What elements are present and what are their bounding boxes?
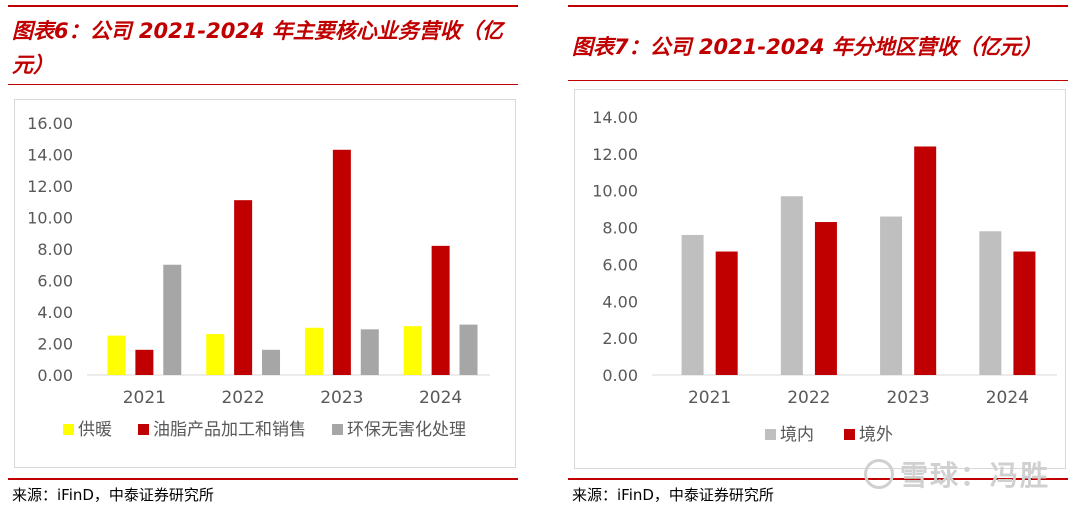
bar — [1013, 251, 1036, 375]
x-tick-label: 2023 — [320, 388, 363, 408]
bar — [403, 326, 422, 375]
chart-title: 图表7：公司 2021-2024 年分地区营收（亿元） — [572, 35, 1042, 59]
bar — [332, 149, 351, 375]
x-tick-label: 2024 — [419, 388, 462, 408]
bar-chart-business: 0.00 2.00 4.00 6.00 8.00 10.00 12.00 14.00 16.00… — [27, 114, 490, 440]
y-tick-label: 6.00 — [602, 255, 638, 274]
x-tick-label: 2023 — [886, 388, 929, 408]
y-tick-label: 14.00 — [27, 146, 73, 165]
chart-title: 图表6：公司 2021-2024 年主要核心业务营收（亿元） — [12, 19, 503, 77]
y-tick-label: 16.00 — [27, 114, 73, 133]
watermark: 雪球：冯胜 — [863, 454, 1050, 494]
bar — [262, 349, 281, 375]
bar — [163, 264, 182, 375]
y-tick-label: 10.00 — [592, 182, 638, 201]
bar — [234, 200, 253, 375]
top-rule — [8, 5, 518, 7]
y-tick-label: 14.00 — [592, 108, 638, 127]
x-tick-label: 2022 — [787, 388, 830, 408]
legend-swatch — [332, 424, 343, 435]
legend-swatch — [765, 429, 776, 440]
x-tick-label: 2024 — [986, 388, 1029, 408]
bar — [979, 231, 1002, 375]
y-tick-label: 12.00 — [27, 177, 73, 196]
chart-frame: 0.00 2.00 4.00 6.00 8.00 10.00 12.00 14.00 16.00… — [14, 99, 516, 468]
legend-label: 境内 — [780, 425, 814, 445]
y-tick-label: 12.00 — [592, 145, 638, 164]
y-tick-label: 0.00 — [37, 366, 73, 385]
legend-label: 供暖 — [78, 420, 112, 440]
source-note: 来源：iFinD，中泰证券研究所 — [12, 486, 214, 504]
x-tick-label: 2021 — [688, 388, 731, 408]
watermark-text: 雪球：冯胜 — [899, 459, 1050, 492]
bar-chart-region: 0.00 2.00 4.00 6.00 8.00 10.00 12.00 14.00 2021 2… — [592, 108, 1057, 445]
source-note: 来源：iFinD，中泰证券研究所 — [572, 486, 774, 504]
bar — [814, 222, 837, 375]
bar — [681, 234, 704, 375]
y-tick-label: 10.00 — [27, 209, 73, 228]
snowball-logo-icon — [863, 459, 894, 489]
bottom-rule — [8, 478, 518, 480]
y-tick-label: 2.00 — [37, 335, 73, 354]
x-tick-label: 2022 — [221, 388, 264, 408]
y-tick-label: 8.00 — [602, 219, 638, 238]
chart-frame: 0.00 2.00 4.00 6.00 8.00 10.00 12.00 14.00 2021 2… — [574, 89, 1066, 469]
bar — [135, 349, 154, 375]
legend-label: 油脂产品加工和销售 — [153, 420, 306, 440]
legend-label: 境外 — [859, 425, 893, 445]
y-tick-label: 4.00 — [602, 292, 638, 311]
y-tick-label: 6.00 — [37, 272, 73, 291]
bar — [780, 196, 803, 375]
chart-panel-left: 图表6：公司 2021-2024 年主要核心业务营收（亿元） 0.00 2.00 4… — [0, 0, 526, 507]
bar — [107, 335, 126, 375]
chart-panel-right: 图表7：公司 2021-2024 年分地区营收（亿元） 0.00 2.00 4.00… — [560, 0, 1076, 507]
y-tick-label: 0.00 — [602, 366, 638, 385]
top-rule — [568, 5, 1068, 7]
bar — [206, 334, 225, 375]
bar — [431, 245, 450, 375]
legend-label: 环保无害化处理 — [347, 420, 466, 440]
bar — [715, 251, 738, 375]
bar — [880, 216, 903, 375]
y-tick-label: 2.00 — [602, 329, 638, 348]
x-tick-label: 2021 — [123, 388, 166, 408]
bar — [304, 327, 323, 375]
bar — [459, 324, 478, 375]
y-tick-label: 4.00 — [37, 303, 73, 322]
bottom-rule — [568, 478, 1068, 480]
legend-swatch — [63, 424, 74, 435]
title-rule — [568, 80, 1068, 81]
title-rule — [8, 84, 518, 85]
legend-swatch — [138, 424, 149, 435]
bar — [360, 329, 379, 375]
bar — [914, 146, 937, 375]
y-tick-label: 8.00 — [37, 240, 73, 259]
legend-swatch — [844, 429, 855, 440]
